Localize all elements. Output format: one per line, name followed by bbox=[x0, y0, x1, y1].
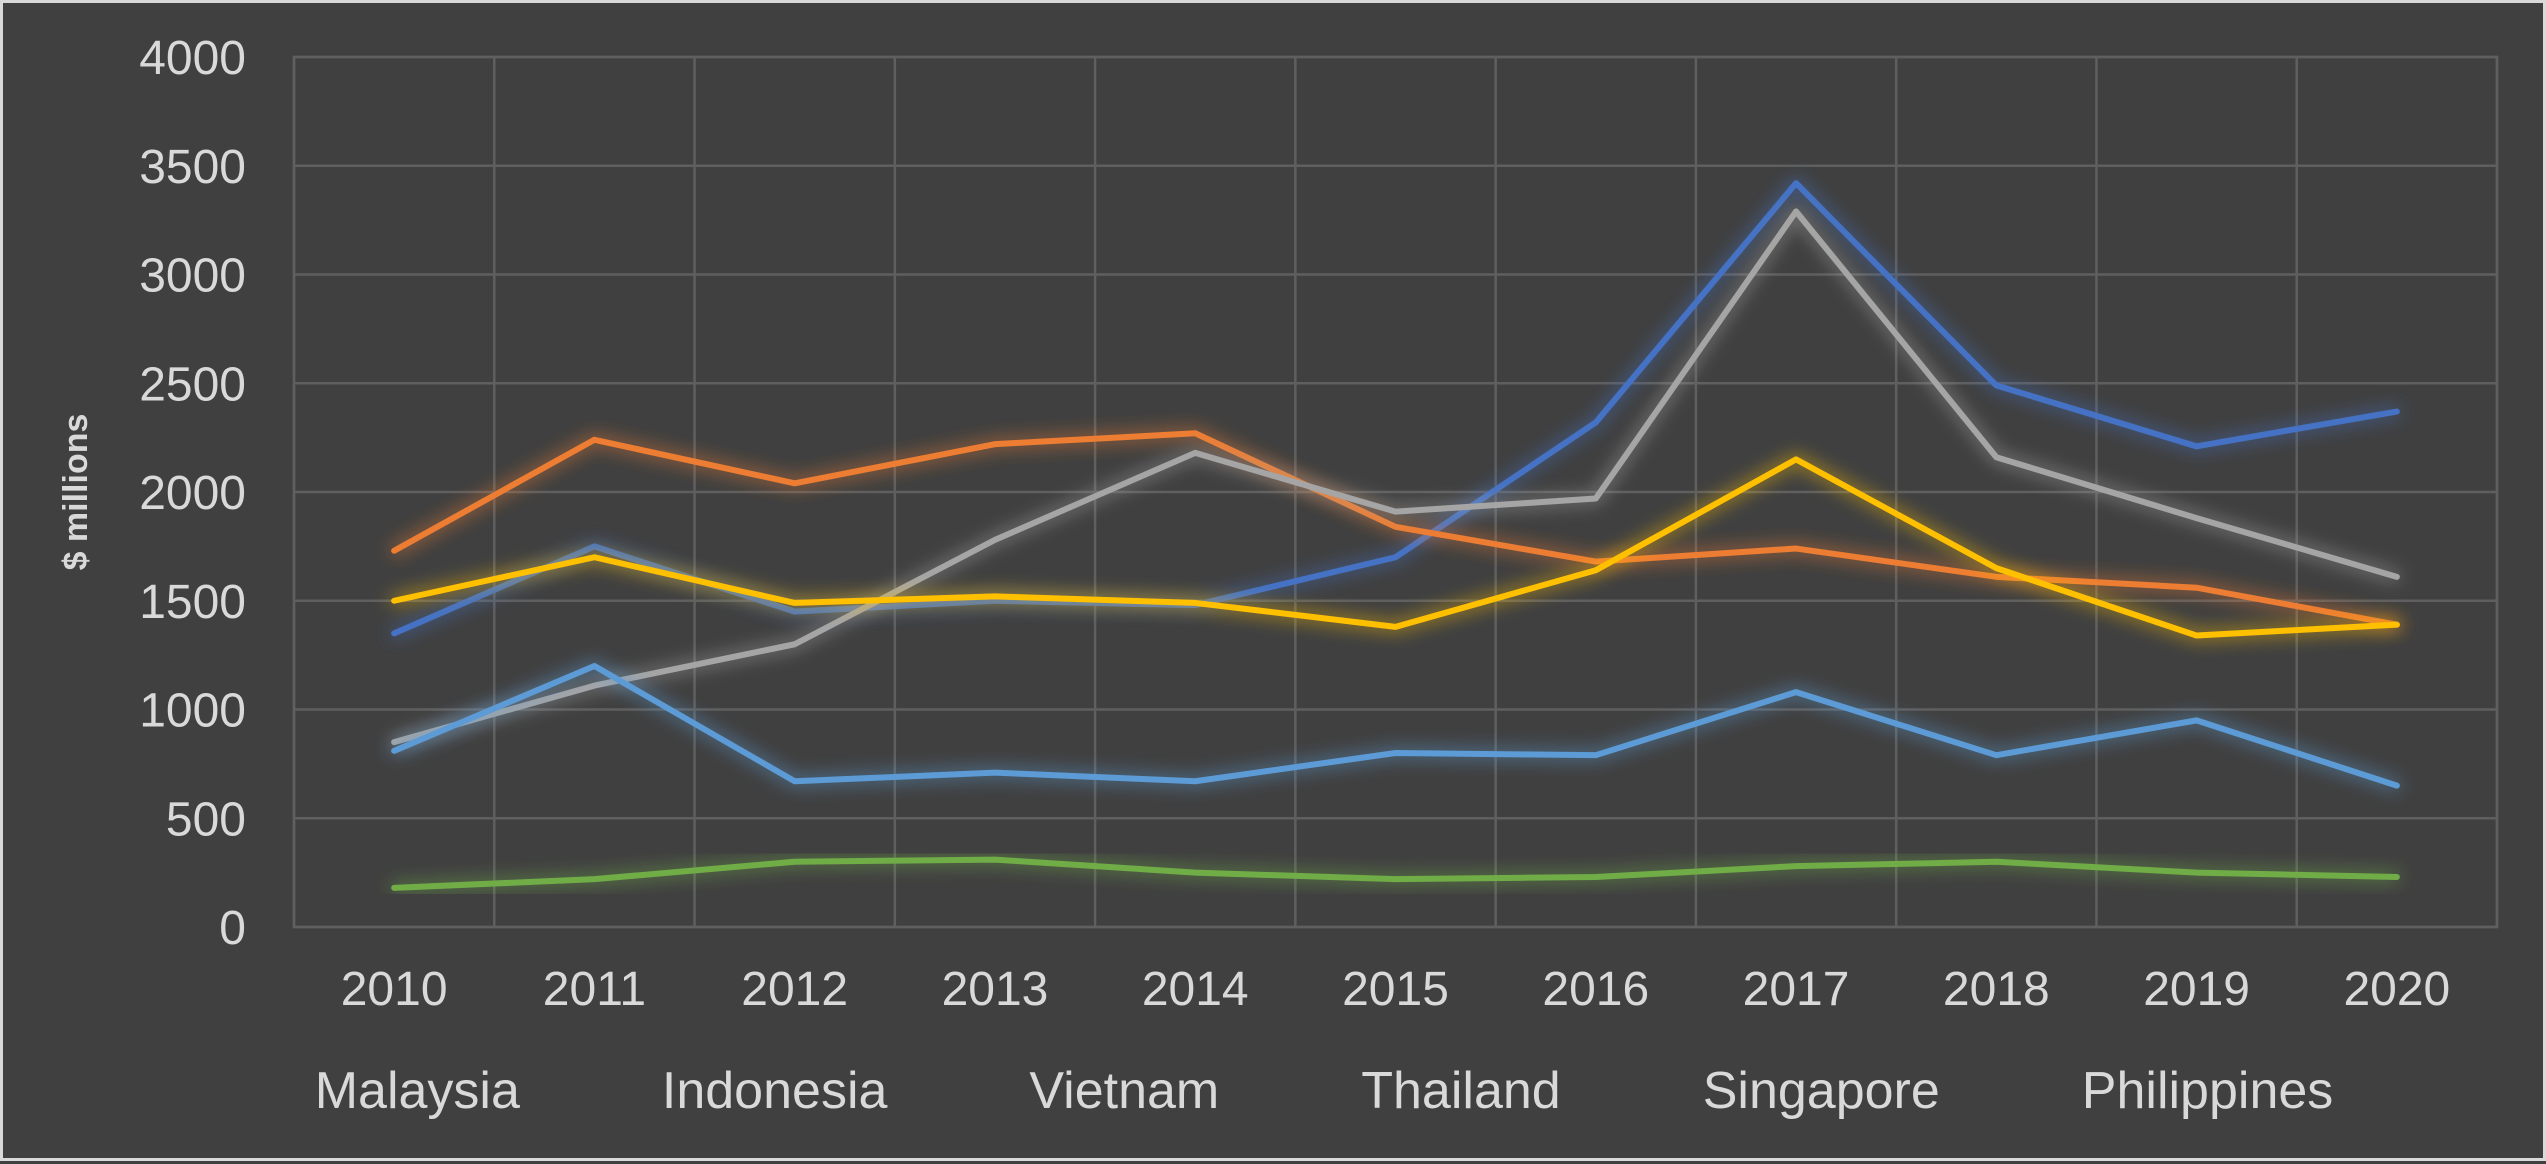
gridlines bbox=[292, 55, 2499, 929]
x-tick-label: 2013 bbox=[942, 963, 1049, 1016]
y-tick-label: 2500 bbox=[139, 358, 246, 411]
x-tick-label: 2010 bbox=[341, 963, 448, 1016]
y-tick-label: 2000 bbox=[139, 467, 246, 520]
plot-area-border bbox=[292, 55, 2499, 929]
legend-label: Malaysia bbox=[315, 1062, 520, 1120]
y-tick-label: 3500 bbox=[139, 141, 246, 194]
legend-item-thailand: Thailand bbox=[1262, 1062, 1561, 1120]
x-tick-label: 2018 bbox=[1943, 963, 2050, 1016]
x-tick-label: 2017 bbox=[1743, 963, 1850, 1016]
y-tick-label: 1000 bbox=[139, 685, 246, 738]
legend: Malaysia Indonesia Vietnam Thailand Singapor… bbox=[215, 1062, 2334, 1120]
y-tick-label: 4000 bbox=[139, 32, 246, 85]
legend-label: Singapore bbox=[1703, 1062, 1940, 1120]
series-line-thailand bbox=[391, 456, 2400, 639]
x-tick-label: 2011 bbox=[543, 963, 646, 1016]
y-tick-label: 3000 bbox=[139, 250, 246, 303]
x-tick-label: 2014 bbox=[1142, 963, 1249, 1016]
y-tick-label: 1500 bbox=[139, 576, 246, 629]
legend-label: Indonesia bbox=[662, 1062, 888, 1120]
x-tick-label: 2012 bbox=[741, 963, 848, 1016]
legend-label: Philippines bbox=[2082, 1062, 2334, 1120]
x-tick-label: 2015 bbox=[1342, 963, 1449, 1016]
x-tick-label: 2019 bbox=[2143, 963, 2250, 1016]
legend-item-singapore: Singapore bbox=[1603, 1062, 1940, 1120]
y-axis-title: $ millions bbox=[57, 414, 95, 571]
y-axis: $ millions 0 500 1000 1500 2000 2500 3000 3500 4… bbox=[57, 32, 246, 955]
series-line-vietnam bbox=[391, 208, 2400, 746]
series-lines bbox=[391, 180, 2400, 891]
line-chart: $ millions 0 500 1000 1500 2000 2500 3000 3500 4… bbox=[57, 32, 2499, 1120]
series-line-indonesia bbox=[391, 430, 2400, 628]
x-tick-label: 2020 bbox=[2343, 963, 2450, 1016]
y-tick-label: 500 bbox=[166, 793, 246, 846]
x-axis: 2010 2011 2012 2013 2014 2015 2016 2017 2018 2019… bbox=[341, 963, 2451, 1016]
legend-item-malaysia: Malaysia bbox=[215, 1062, 520, 1120]
y-tick-label: 0 bbox=[219, 902, 246, 955]
x-tick-label: 2016 bbox=[1542, 963, 1649, 1016]
series-line-philippines bbox=[391, 856, 2400, 891]
series-line-singapore bbox=[391, 663, 2400, 789]
legend-item-vietnam: Vietnam bbox=[930, 1062, 1219, 1120]
legend-item-philippines: Philippines bbox=[1982, 1062, 2334, 1120]
legend-label: Thailand bbox=[1361, 1062, 1560, 1120]
legend-label: Vietnam bbox=[1029, 1062, 1219, 1120]
legend-item-indonesia: Indonesia bbox=[562, 1062, 888, 1120]
